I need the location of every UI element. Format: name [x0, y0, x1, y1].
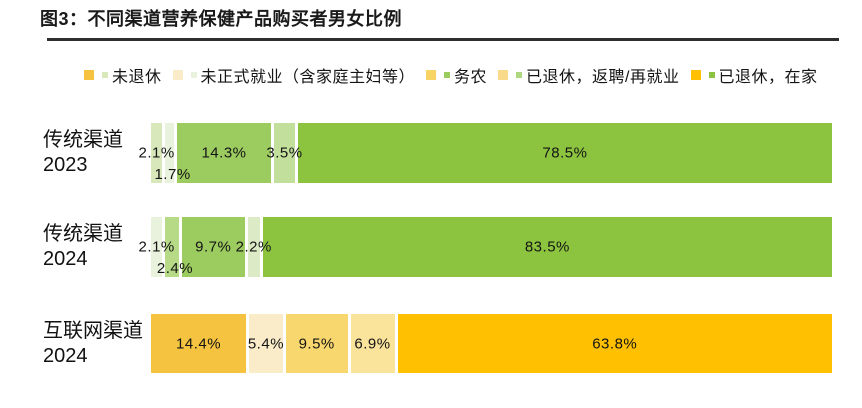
- segment-value-label: 2.4%: [156, 260, 194, 277]
- bar-segment: 63.8%: [397, 314, 832, 373]
- legend-swatch-internet-channel: [84, 70, 94, 80]
- legend-swatch-internet-channel: [690, 70, 701, 80]
- segment-value-label: 3.5%: [266, 144, 303, 162]
- segment-value-label: 9.5%: [298, 335, 335, 352]
- bar-segment: 6.9%: [350, 314, 398, 373]
- category-label: 互联网渠道 2024: [43, 319, 143, 369]
- bar-track: 2.1% 1.7% 14.3% 3.5% 78.5%: [139, 123, 832, 183]
- bar-row: 传统渠道 2024 2.1% 2.4% 9.7% 2.2% 83.5%: [0, 217, 862, 277]
- bar-segment: 2.4%: [157, 217, 193, 277]
- chart-legend: 未退休 未正式就业（含家庭主妇等） 务农 已退休，返聘/再就业 已退休，在家: [84, 62, 818, 88]
- title-rule: [47, 38, 839, 41]
- segment-value-label: 14.4%: [176, 335, 222, 352]
- legend-swatch-traditional-channel: [708, 72, 715, 78]
- legend-label: 已退休，返聘/再就业: [526, 69, 680, 86]
- segment-value-label: 63.8%: [592, 335, 638, 352]
- legend-swatch-internet-channel: [172, 70, 183, 80]
- category-channel: 互联网渠道: [43, 319, 143, 342]
- segment-value-label: 9.7%: [195, 238, 232, 256]
- bar-segment: 83.5%: [262, 217, 832, 277]
- legend-swatch-traditional-channel: [102, 72, 108, 78]
- bar-segment: 2.2%: [236, 217, 271, 277]
- category-channel: 传统渠道: [43, 223, 123, 245]
- legend-label: 未正式就业（含家庭主妇等）: [200, 69, 416, 86]
- legend-swatch-traditional-channel: [444, 72, 451, 78]
- legend-label: 务农: [454, 69, 488, 86]
- category-label: 传统渠道 2024: [43, 222, 123, 272]
- legend-label: 已退休，在家: [718, 69, 818, 86]
- bar-segment: 78.5%: [297, 123, 832, 183]
- legend-swatch-internet-channel: [426, 70, 437, 80]
- segment-value-label: 2.1%: [138, 144, 175, 162]
- legend-swatch-internet-channel: [498, 70, 509, 80]
- legend-item: 务农: [426, 63, 487, 87]
- bar-track: 2.1% 2.4% 9.7% 2.2% 83.5%: [139, 217, 832, 277]
- segment-value-label: 2.1%: [138, 238, 175, 256]
- category-channel: 传统渠道: [43, 129, 123, 151]
- legend-item: 未退休: [84, 63, 162, 87]
- figure-title: 图3：不同渠道营养保健产品购买者男女比例: [40, 9, 403, 29]
- bar-row: 传统渠道 2023 2.1% 1.7% 14.3% 3.5% 78.5%: [0, 123, 862, 183]
- bar-segment: 14.3%: [176, 123, 275, 183]
- bar-row: 互联网渠道 2024 14.4% 5.4% 9.5% 6.9% 63.8%: [0, 314, 862, 373]
- category-year: 2024: [43, 248, 88, 270]
- bar-segment: 9.7%: [181, 217, 248, 277]
- legend-item: 未正式就业（含家庭主妇等）: [172, 63, 416, 87]
- legend-item: 已退休，在家: [690, 63, 818, 87]
- segment-value-label: 2.2%: [235, 238, 272, 256]
- segment-value-label: 78.5%: [542, 144, 588, 162]
- segment-value-label: 6.9%: [354, 335, 391, 352]
- legend-label: 未退休: [112, 69, 162, 86]
- bar-track: 14.4% 5.4% 9.5% 6.9% 63.8%: [151, 314, 832, 373]
- legend-item: 已退休，返聘/再就业: [498, 63, 679, 87]
- bar-segment: 14.4%: [151, 314, 250, 373]
- segment-value-label: 83.5%: [524, 238, 570, 256]
- legend-swatch-traditional-channel: [516, 72, 523, 78]
- segment-value-label: 14.3%: [201, 144, 247, 162]
- segment-value-label: 1.7%: [154, 166, 191, 183]
- category-year: 2023: [43, 154, 88, 176]
- category-year: 2024: [43, 344, 88, 367]
- category-label: 传统渠道 2023: [43, 128, 123, 178]
- bar-segment: 2.1%: [139, 217, 174, 277]
- segment-value-label: 5.4%: [247, 335, 285, 352]
- bar-segment: 1.7%: [154, 123, 190, 183]
- legend-swatch-traditional-channel: [190, 72, 197, 78]
- bar-segment: 5.4%: [247, 314, 286, 373]
- bar-segment: 9.5%: [285, 314, 351, 373]
- bar-segment: 3.5%: [266, 123, 302, 183]
- bar-segment: 2.1%: [139, 123, 174, 183]
